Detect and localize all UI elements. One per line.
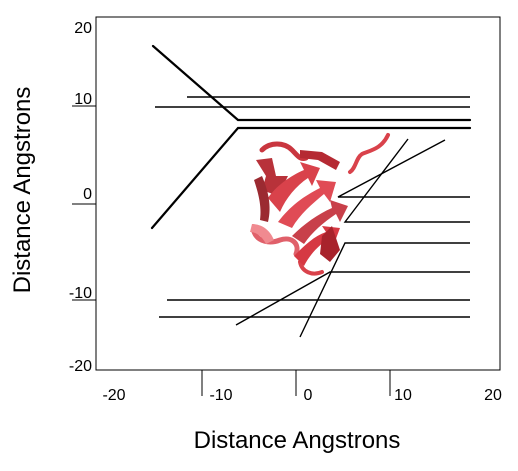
upper-horizontal-lines <box>155 96 470 108</box>
y-tick-label-20: 20 <box>74 20 92 37</box>
right-bent-line-2 <box>343 138 470 223</box>
y-tick-label-minus-20: -20 <box>69 358 92 375</box>
x-tick-label-20: 20 <box>484 387 502 404</box>
right-bent-line-3 <box>299 242 470 338</box>
bent-line-top <box>151 44 472 122</box>
y-tick-label-10: 10 <box>74 91 92 108</box>
upper-left-bent-lines <box>150 44 472 230</box>
x-tick-label-0: 0 <box>304 387 313 404</box>
y-axis-title: Distance Angstrons <box>9 87 36 294</box>
lower-horizontal-lines <box>159 299 470 318</box>
x-tick-label-10: 10 <box>394 387 412 404</box>
x-tick-label-minus-10: -10 <box>209 387 232 404</box>
bent-line-bottom <box>150 126 472 230</box>
protein-ribbon-structure <box>250 133 390 276</box>
y-tick-label-minus-10: -10 <box>69 285 92 302</box>
right-bent-line-1 <box>337 139 470 198</box>
plot-frame <box>95 16 501 371</box>
right-bent-line-4 <box>235 271 470 326</box>
x-axis-title: Distance Angstrons <box>194 427 401 454</box>
x-tick-label-minus-20: -20 <box>102 387 125 404</box>
y-tick-label-0: 0 <box>83 186 92 203</box>
right-side-bent-lines <box>235 138 470 338</box>
